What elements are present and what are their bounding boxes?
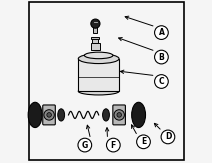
Circle shape bbox=[106, 138, 120, 152]
FancyBboxPatch shape bbox=[43, 105, 55, 125]
Ellipse shape bbox=[103, 109, 109, 121]
Bar bbox=[91, 43, 100, 50]
Ellipse shape bbox=[132, 102, 145, 127]
Bar bbox=[78, 59, 119, 91]
FancyBboxPatch shape bbox=[113, 105, 125, 125]
Circle shape bbox=[155, 26, 168, 39]
Bar bbox=[92, 38, 98, 43]
Ellipse shape bbox=[58, 109, 65, 121]
Circle shape bbox=[78, 138, 92, 152]
Text: C: C bbox=[159, 77, 164, 86]
Circle shape bbox=[117, 113, 121, 117]
Circle shape bbox=[91, 19, 100, 28]
Text: F: F bbox=[111, 141, 116, 150]
Circle shape bbox=[137, 135, 150, 149]
Bar bbox=[91, 37, 99, 39]
Circle shape bbox=[44, 110, 54, 120]
Ellipse shape bbox=[78, 54, 119, 64]
Ellipse shape bbox=[28, 102, 42, 127]
Circle shape bbox=[47, 113, 51, 117]
Bar bbox=[93, 27, 97, 33]
Text: G: G bbox=[82, 141, 88, 150]
Text: A: A bbox=[159, 28, 164, 37]
Circle shape bbox=[155, 75, 168, 88]
Ellipse shape bbox=[84, 52, 113, 59]
Circle shape bbox=[161, 130, 175, 144]
Text: D: D bbox=[165, 132, 171, 141]
Circle shape bbox=[155, 50, 168, 64]
Text: B: B bbox=[159, 52, 164, 62]
Circle shape bbox=[114, 110, 124, 120]
Text: E: E bbox=[141, 137, 146, 146]
Ellipse shape bbox=[78, 88, 119, 95]
